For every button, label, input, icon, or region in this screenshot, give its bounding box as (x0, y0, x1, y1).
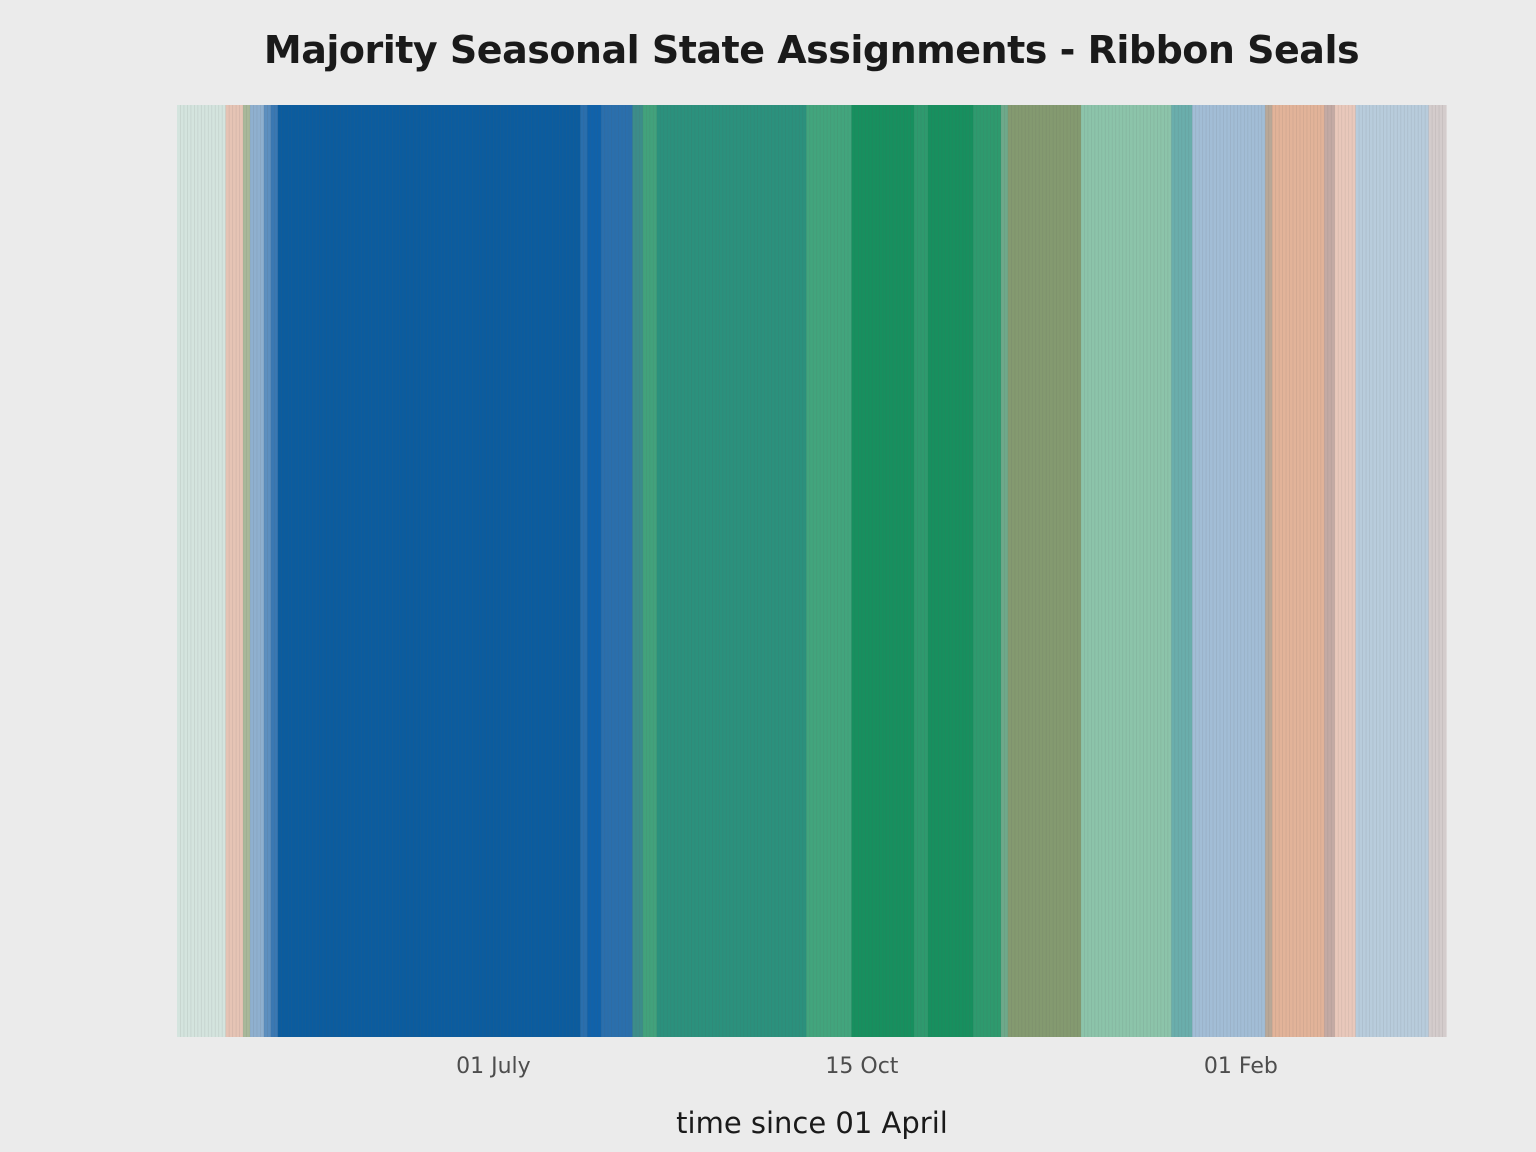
state-segment-22 (1192, 105, 1266, 1037)
state-segment-17 (973, 105, 1002, 1037)
x-tick-label-2: 01 Feb (1204, 1054, 1278, 1079)
state-segment-25 (1324, 105, 1336, 1037)
x-axis-title: time since 01 April (676, 1106, 948, 1140)
state-segment-13 (806, 105, 853, 1037)
state-segment-12 (656, 105, 807, 1037)
x-tick-label-0: 01 July (456, 1054, 531, 1079)
state-segment-26 (1334, 105, 1357, 1037)
state-segment-0 (177, 105, 227, 1037)
state-segment-1 (225, 105, 244, 1037)
state-segment-11 (642, 105, 658, 1037)
state-segment-21 (1171, 105, 1193, 1037)
state-segment-23 (1265, 105, 1273, 1037)
state-segment-24 (1272, 105, 1325, 1037)
chart-title: Majority Seasonal State Assignments - Ri… (263, 28, 1360, 72)
state-segment-16 (927, 105, 974, 1037)
state-segment-7 (580, 105, 588, 1037)
state-segment-28 (1428, 105, 1447, 1037)
state-segment-27 (1355, 105, 1430, 1037)
state-segment-2 (243, 105, 251, 1037)
x-tick-label-1: 15 Oct (825, 1054, 898, 1079)
state-segment-15 (914, 105, 929, 1037)
x-axis-ticks: 01 July 15 Oct 01 Feb (456, 1054, 1278, 1079)
state-segment-19 (1007, 105, 1082, 1037)
state-segments-layer (177, 105, 1447, 1037)
day-lines-layer (180, 105, 1443, 1037)
state-segment-14 (851, 105, 915, 1037)
state-segment-3 (250, 105, 265, 1037)
state-segment-10 (632, 105, 644, 1037)
state-segment-18 (1000, 105, 1009, 1037)
state-segment-5 (270, 105, 279, 1037)
state-segment-20 (1080, 105, 1172, 1037)
state-segment-4 (263, 105, 272, 1037)
state-segment-6 (277, 105, 581, 1037)
state-segment-9 (601, 105, 634, 1037)
state-segment-8 (587, 105, 602, 1037)
